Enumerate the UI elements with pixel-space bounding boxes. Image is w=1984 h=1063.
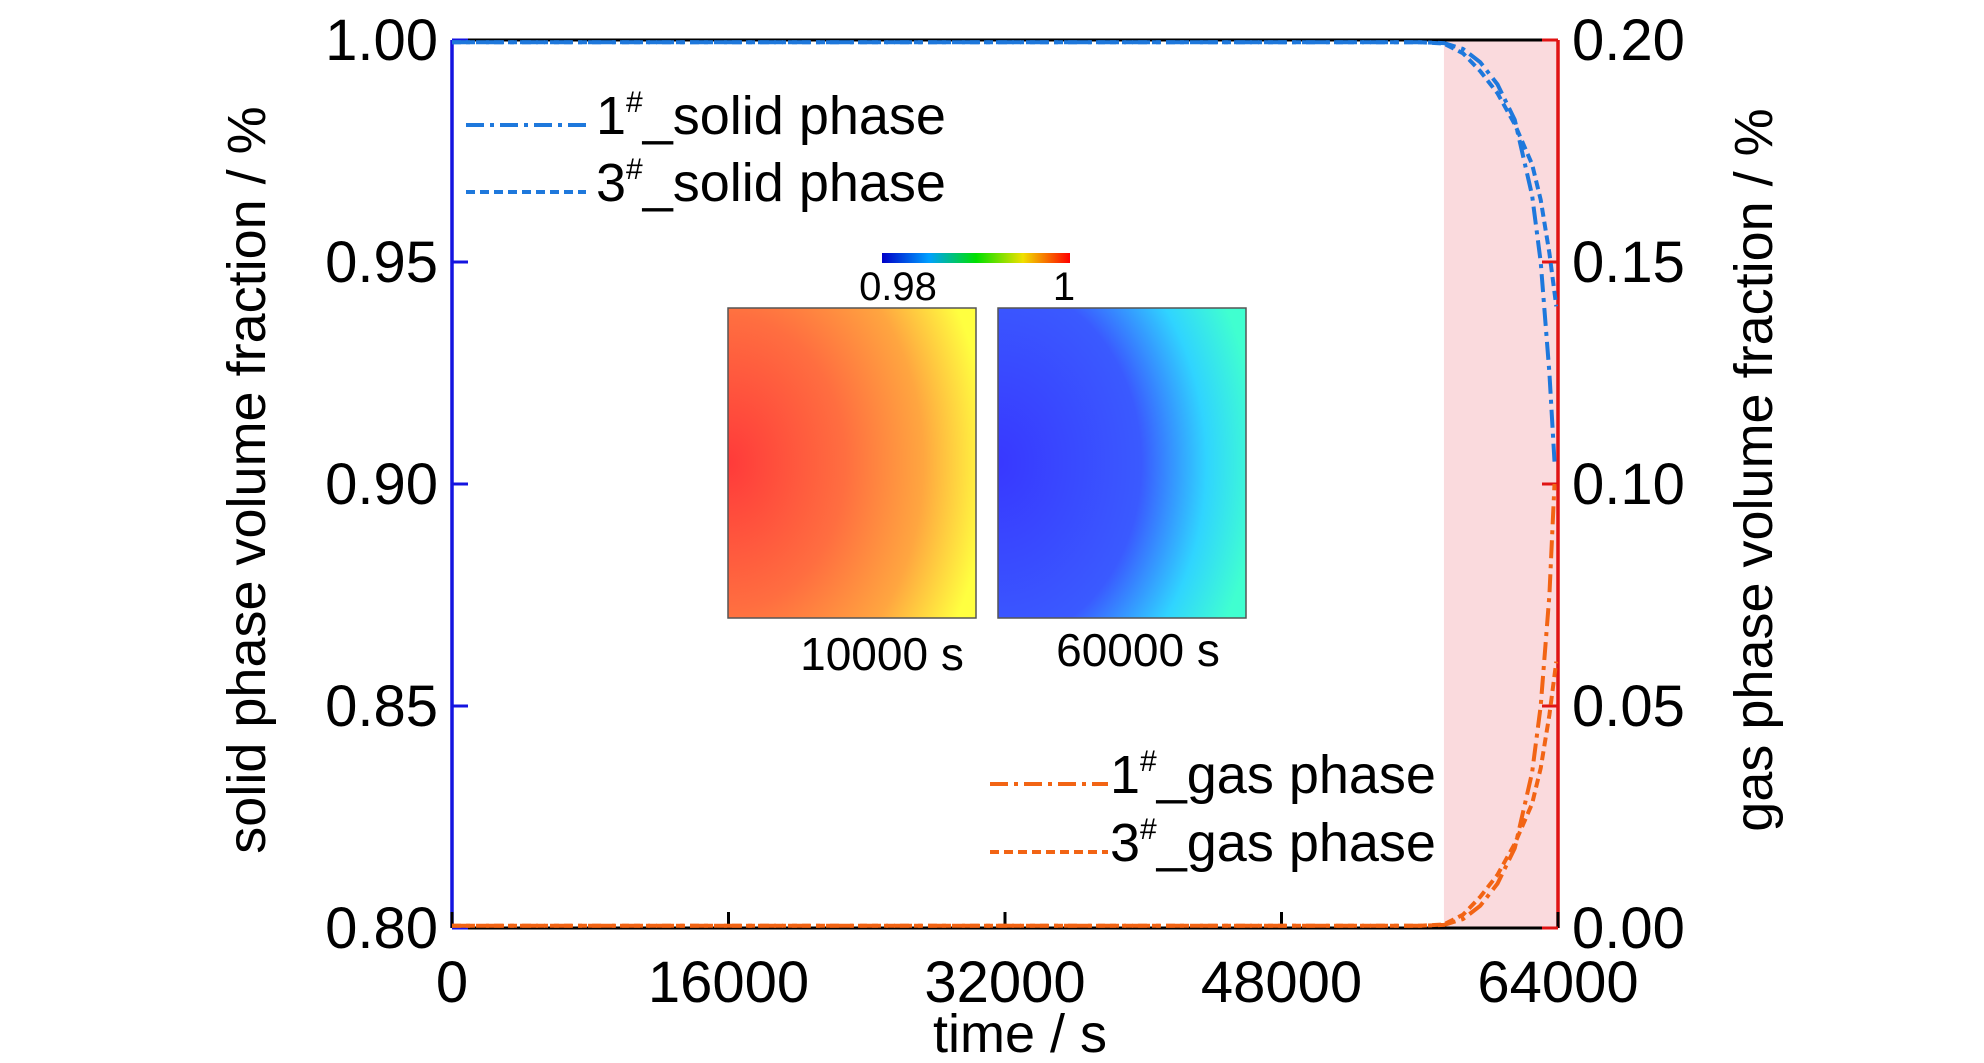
legend-label-3-gas: 3#_gas phase bbox=[1110, 813, 1436, 873]
series-line-1 bbox=[452, 40, 1558, 307]
x-tick-label-4: 64000 bbox=[1477, 950, 1638, 1015]
x-tick-label-0: 0 bbox=[436, 950, 468, 1015]
legend-solid: 1#_solid phase 3#_solid phase bbox=[466, 86, 946, 213]
right-y-tick-label-1: 0.05 bbox=[1572, 674, 1685, 739]
right-y-tick-label-3: 0.15 bbox=[1572, 230, 1685, 295]
right-y-tick-label-4: 0.20 bbox=[1572, 8, 1685, 73]
left-y-tick-label-0: 0.80 bbox=[325, 896, 438, 961]
right-y-axis-title: gas phase volume fraction / % bbox=[1724, 108, 1784, 831]
map-label-10000s: 10000 s bbox=[800, 628, 964, 680]
colorbar-max-label: 1 bbox=[1053, 265, 1075, 309]
contour-map-10000s bbox=[727, 307, 977, 619]
x-tick-label-3: 48000 bbox=[1201, 950, 1362, 1015]
highlight-region bbox=[1443, 40, 1558, 928]
legend-gas: 1#_gas phase 3#_gas phase bbox=[990, 745, 1436, 873]
left-y-tick-label-3: 0.95 bbox=[325, 230, 438, 295]
legend-label-3-solid: 3#_solid phase bbox=[596, 153, 946, 213]
x-tick-label-2: 32000 bbox=[924, 950, 1085, 1015]
axis-tick-labels: 0 16000 32000 48000 64000 0.80 0.85 0.90 0.95 1.0… bbox=[325, 8, 1685, 1015]
series-line-3 bbox=[452, 661, 1558, 928]
contour-map-60000s bbox=[997, 307, 1247, 619]
colorbar-min-label: 0.98 bbox=[859, 265, 937, 309]
left-y-axis-title: solid phase volume fraction / % bbox=[217, 106, 277, 853]
legend-label-1-gas: 1#_gas phase bbox=[1110, 745, 1436, 805]
x-tick-label-1: 16000 bbox=[648, 950, 809, 1015]
inset-maps: 0.98 1 10000 s 60000 s bbox=[727, 253, 1247, 680]
series-line-2 bbox=[452, 483, 1557, 928]
left-y-tick-label-1: 0.85 bbox=[325, 674, 438, 739]
series-line-0 bbox=[452, 40, 1557, 462]
left-y-tick-label-4: 1.00 bbox=[325, 8, 438, 73]
x-axis-title: time / s bbox=[933, 1004, 1107, 1063]
colorbar bbox=[882, 253, 1070, 263]
right-y-tick-label-2: 0.10 bbox=[1572, 452, 1685, 517]
left-y-tick-label-2: 0.90 bbox=[325, 452, 438, 517]
map-label-60000s: 60000 s bbox=[1056, 624, 1220, 676]
series-lines bbox=[452, 40, 1558, 928]
right-y-tick-label-0: 0.00 bbox=[1572, 896, 1685, 961]
legend-label-1-solid: 1#_solid phase bbox=[596, 86, 946, 146]
